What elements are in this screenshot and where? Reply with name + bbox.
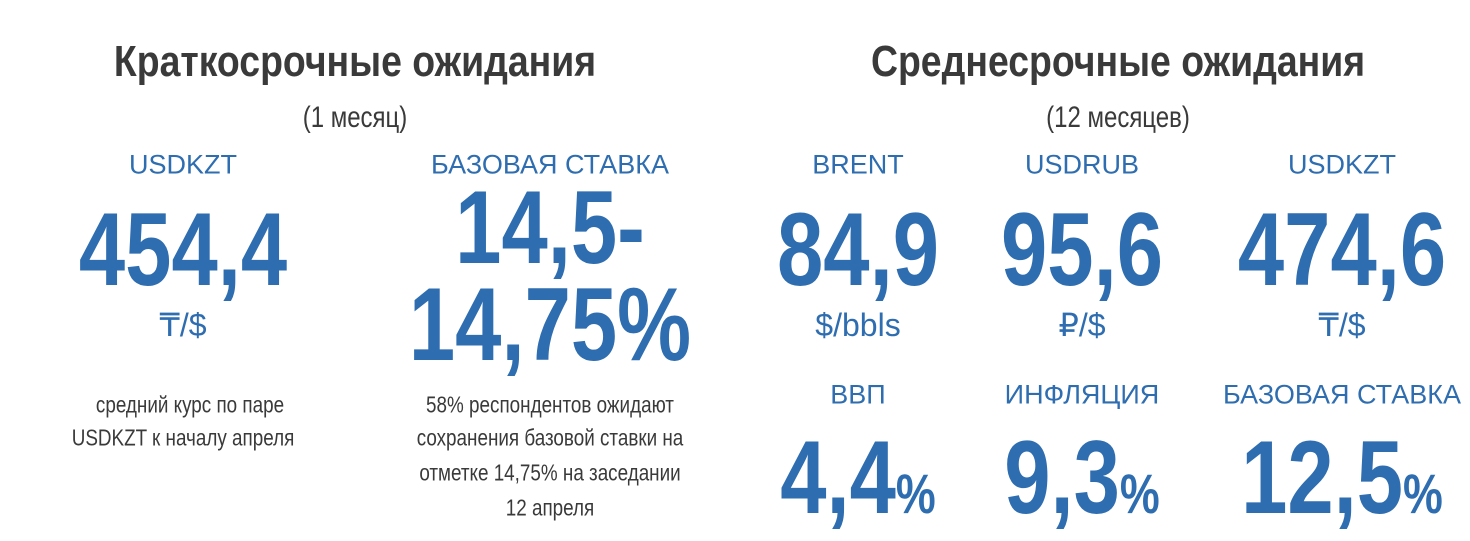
note-line: USDKZT к началу апреля bbox=[71, 424, 295, 451]
indicator-label: ВВП bbox=[830, 379, 886, 410]
indicator-value: 95,6 bbox=[1001, 192, 1163, 308]
indicator-unit: $/bbls bbox=[815, 307, 901, 343]
indicator-value: 454,4 bbox=[78, 192, 288, 308]
value-unit: % bbox=[1403, 462, 1443, 525]
indicator-label: USDRUB bbox=[1024, 149, 1140, 180]
indicator-label: ИНФЛЯЦИЯ bbox=[1004, 379, 1160, 410]
indicator-label: БАЗОВАЯ СТАВКА bbox=[1223, 379, 1461, 410]
indicator-label: USDKZT bbox=[1288, 149, 1396, 180]
note-line: отметке 14,75% на заседании bbox=[419, 459, 681, 486]
indicator-label: USDKZT bbox=[129, 149, 237, 180]
value-number: 4,4 bbox=[780, 420, 896, 536]
section-subtitle: (1 месяц) bbox=[302, 101, 408, 134]
note-line: 58% респондентов ожидают bbox=[426, 391, 674, 418]
section-title: Краткосрочные ожидания bbox=[113, 37, 597, 86]
indicator-label: BRENT bbox=[812, 149, 904, 180]
note-line: средний курс по паре bbox=[95, 391, 285, 418]
indicator-value: 14,75% bbox=[408, 267, 692, 383]
indicator-unit: ₽/$ bbox=[1058, 307, 1106, 343]
note-line: сохранения базовой ставки на bbox=[416, 424, 684, 451]
indicator-unit: ₸/$ bbox=[159, 307, 207, 343]
value-unit: % bbox=[1119, 462, 1160, 525]
section-subtitle: (12 месяцев) bbox=[1046, 101, 1190, 134]
indicator-value: 474,6 bbox=[1237, 192, 1447, 308]
indicator-label: БАЗОВАЯ СТАВКА bbox=[431, 149, 669, 180]
value-number: 9,3 bbox=[1004, 420, 1120, 536]
indicator-value: 12,5% bbox=[1241, 426, 1443, 530]
indicator-unit: ₸/$ bbox=[1318, 307, 1366, 343]
indicator-value: 14,5- bbox=[455, 170, 645, 286]
indicator-value: 9,3% bbox=[1004, 426, 1160, 530]
value-unit: % bbox=[895, 462, 936, 525]
indicator-value: 4,4% bbox=[780, 426, 936, 530]
note-line: 12 апреля bbox=[505, 494, 595, 521]
value-number: 12,5 bbox=[1241, 420, 1404, 536]
indicator-value: 84,9 bbox=[777, 192, 939, 308]
section-title: Среднесрочные ожидания bbox=[870, 37, 1366, 86]
